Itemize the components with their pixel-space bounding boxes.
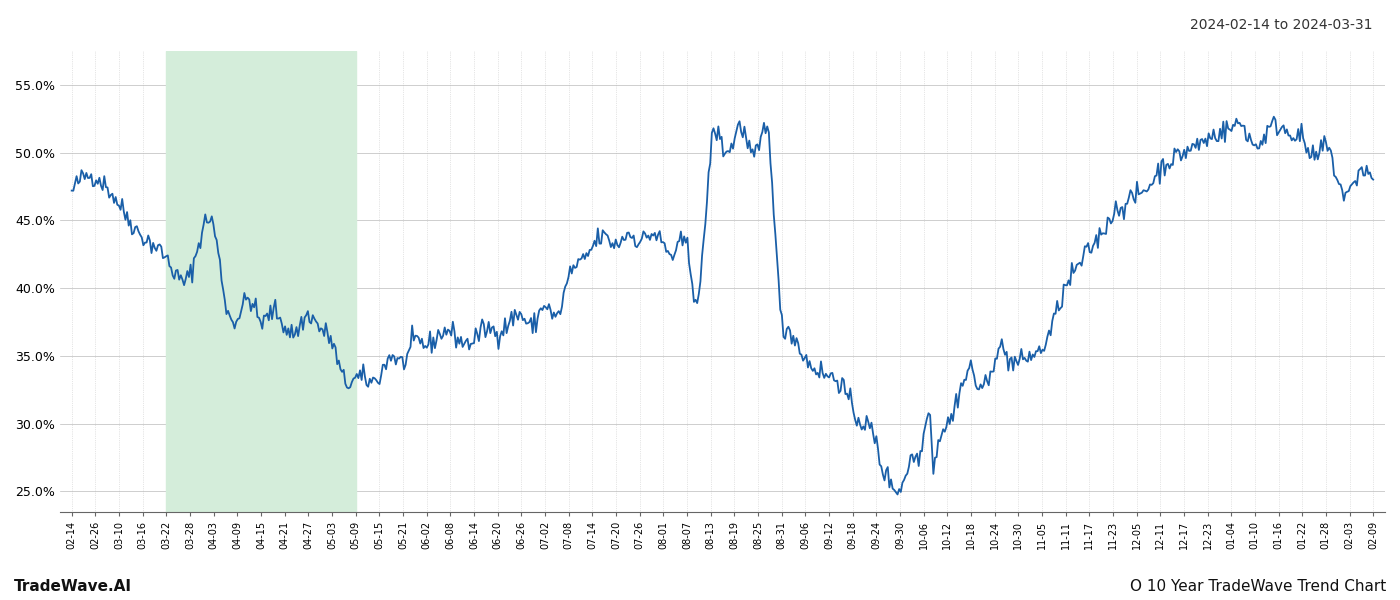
Text: 2024-02-14 to 2024-03-31: 2024-02-14 to 2024-03-31 [1190,18,1372,32]
Text: O 10 Year TradeWave Trend Chart: O 10 Year TradeWave Trend Chart [1130,579,1386,594]
Bar [167,51,356,512]
Text: TradeWave.AI: TradeWave.AI [14,579,132,594]
